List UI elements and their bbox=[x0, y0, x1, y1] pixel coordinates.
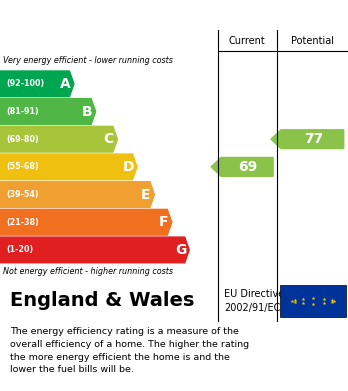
Text: F: F bbox=[158, 215, 168, 229]
Text: (39-54): (39-54) bbox=[6, 190, 39, 199]
Polygon shape bbox=[0, 237, 189, 263]
FancyBboxPatch shape bbox=[280, 285, 346, 317]
Text: Potential: Potential bbox=[291, 36, 334, 46]
Text: (21-38): (21-38) bbox=[6, 218, 39, 227]
Text: (1-20): (1-20) bbox=[6, 246, 33, 255]
Text: D: D bbox=[122, 160, 134, 174]
Polygon shape bbox=[0, 99, 96, 124]
Text: B: B bbox=[82, 104, 92, 118]
Text: Current: Current bbox=[229, 36, 266, 46]
Text: (55-68): (55-68) bbox=[6, 162, 39, 171]
Polygon shape bbox=[0, 154, 137, 180]
Text: Very energy efficient - lower running costs: Very energy efficient - lower running co… bbox=[3, 56, 173, 65]
Text: Not energy efficient - higher running costs: Not energy efficient - higher running co… bbox=[3, 267, 174, 276]
Text: E: E bbox=[141, 188, 150, 201]
Polygon shape bbox=[211, 158, 273, 176]
Text: (81-91): (81-91) bbox=[6, 107, 39, 116]
Text: 69: 69 bbox=[238, 160, 258, 174]
Polygon shape bbox=[0, 126, 118, 152]
Text: The energy efficiency rating is a measure of the
overall efficiency of a home. T: The energy efficiency rating is a measur… bbox=[10, 327, 250, 374]
Text: EU Directive
2002/91/EC: EU Directive 2002/91/EC bbox=[224, 289, 285, 312]
Polygon shape bbox=[0, 71, 74, 97]
Polygon shape bbox=[0, 182, 155, 207]
Text: 77: 77 bbox=[304, 132, 323, 146]
Text: (92-100): (92-100) bbox=[6, 79, 45, 88]
Text: G: G bbox=[175, 243, 186, 257]
Text: (69-80): (69-80) bbox=[6, 135, 39, 144]
Text: Energy Efficiency Rating: Energy Efficiency Rating bbox=[10, 6, 239, 24]
Text: A: A bbox=[60, 77, 71, 91]
Polygon shape bbox=[0, 210, 172, 235]
Text: C: C bbox=[104, 132, 114, 146]
Text: England & Wales: England & Wales bbox=[10, 292, 195, 310]
Polygon shape bbox=[271, 130, 344, 149]
